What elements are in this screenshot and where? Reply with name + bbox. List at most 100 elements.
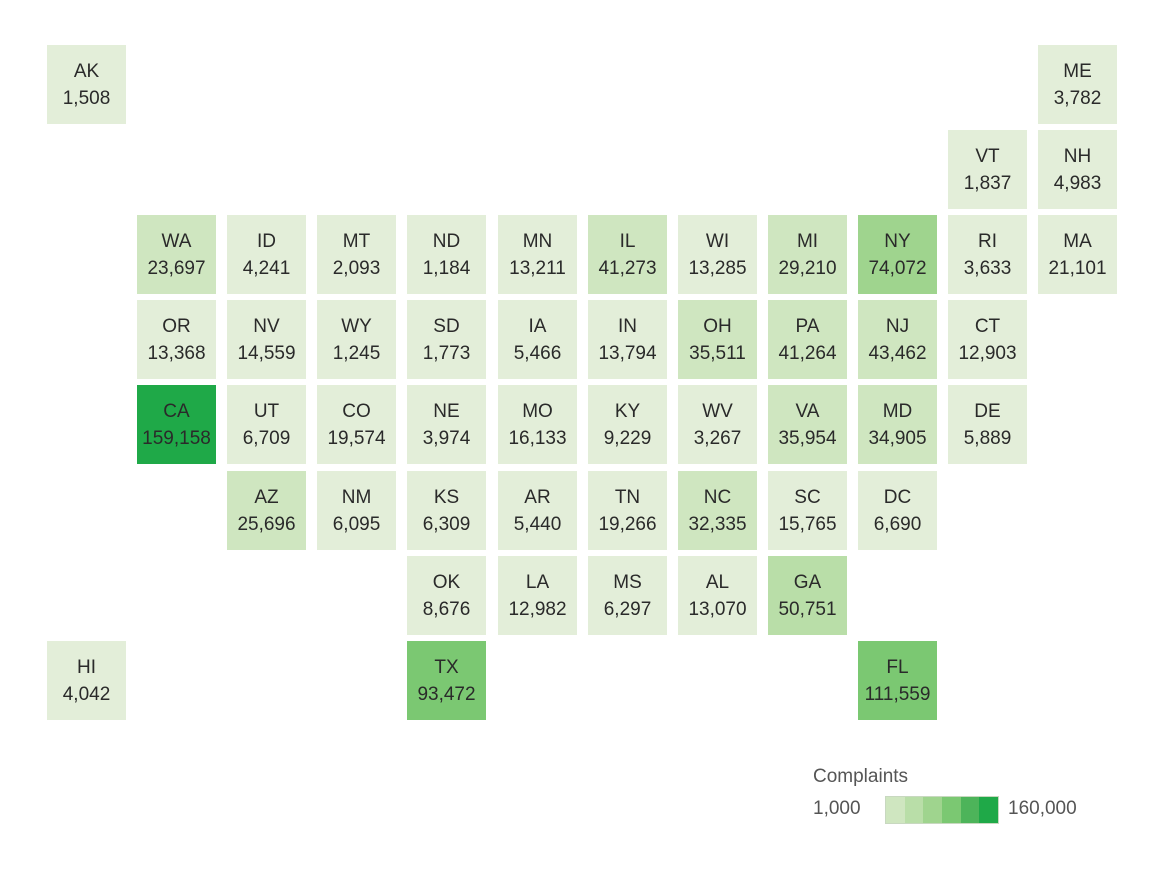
state-tile-nm: NM 6,095 [317,471,396,550]
state-complaints-value: 159,158 [142,427,211,449]
legend-swatch-1 [886,797,905,823]
state-complaints-value: 50,751 [778,598,837,620]
state-abbr: VT [975,145,1000,167]
state-tile-al: AL 13,070 [678,556,757,635]
state-abbr: AK [73,60,100,82]
state-abbr: MD [882,400,913,422]
state-abbr: HI [77,656,96,678]
state-abbr: MN [522,230,553,252]
state-tile-ok: OK 8,676 [407,556,486,635]
legend-max-label: 160,000 [1008,798,1077,819]
state-complaints-value: 41,264 [778,342,837,364]
state-tile-ia: IA 5,466 [498,300,577,379]
state-complaints-value: 111,559 [864,683,931,705]
state-abbr: OR [162,315,191,337]
state-tile-nh: NH 4,983 [1038,130,1117,209]
legend-swatch-6 [979,797,999,823]
state-abbr: SD [433,315,460,337]
state-abbr: NC [703,486,732,508]
state-complaints-value: 74,072 [868,257,927,279]
state-tile-sd: SD 1,773 [407,300,486,379]
state-abbr: WV [702,400,733,422]
state-abbr: WA [161,230,192,252]
state-tile-mt: MT 2,093 [317,215,396,294]
state-tile-mn: MN 13,211 [498,215,577,294]
state-tile-wv: WV 3,267 [678,385,757,464]
state-abbr: KS [433,486,460,508]
state-tile-tn: TN 19,266 [588,471,667,550]
state-abbr: IA [528,315,547,337]
state-tile-wy: WY 1,245 [317,300,396,379]
state-abbr: DE [974,400,1001,422]
state-tile-ma: MA 21,101 [1038,215,1117,294]
state-complaints-value: 4,241 [242,257,291,279]
state-tile-mo: MO 16,133 [498,385,577,464]
state-abbr: VA [795,400,820,422]
state-complaints-value: 6,309 [422,513,471,535]
state-tile-ak: AK 1,508 [47,45,126,124]
legend-title: Complaints [813,766,909,787]
state-abbr: TX [434,656,459,678]
state-abbr: SC [794,486,821,508]
state-complaints-value: 16,133 [508,427,567,449]
state-tile-la: LA 12,982 [498,556,577,635]
state-tile-tx: TX 93,472 [407,641,486,720]
state-abbr: NH [1063,145,1092,167]
state-abbr: NJ [885,315,910,337]
state-tile-ks: KS 6,309 [407,471,486,550]
state-complaints-value: 35,954 [778,427,837,449]
state-tile-ca: CA 159,158 [137,385,216,464]
state-abbr: MS [613,571,642,593]
state-abbr: LA [525,571,550,593]
state-tile-md: MD 34,905 [858,385,937,464]
state-complaints-value: 19,266 [598,513,657,535]
state-tile-ne: NE 3,974 [407,385,486,464]
state-complaints-value: 25,696 [237,513,296,535]
state-abbr: MA [1063,230,1092,252]
state-tile-va: VA 35,954 [768,385,847,464]
legend-min-label: 1,000 [813,798,861,819]
state-complaints-value: 3,782 [1053,87,1102,109]
state-complaints-value: 1,837 [963,172,1012,194]
state-complaints-value: 14,559 [237,342,296,364]
state-tile-ms: MS 6,297 [588,556,667,635]
state-complaints-value: 3,633 [963,257,1012,279]
state-abbr: PA [795,315,820,337]
state-tile-il: IL 41,273 [588,215,667,294]
state-complaints-value: 5,466 [513,342,562,364]
state-tile-de: DE 5,889 [948,385,1027,464]
state-complaints-value: 19,574 [327,427,386,449]
state-complaints-value: 13,368 [147,342,206,364]
state-complaints-value: 43,462 [868,342,927,364]
state-abbr: KY [614,400,641,422]
state-tile-ct: CT 12,903 [948,300,1027,379]
state-complaints-value: 8,676 [422,598,471,620]
state-tile-fl: FL 111,559 [858,641,937,720]
state-abbr: OK [432,571,461,593]
legend-swatch-2 [904,797,924,823]
state-tile-in: IN 13,794 [588,300,667,379]
state-complaints-value: 13,285 [688,257,747,279]
state-complaints-value: 34,905 [868,427,927,449]
state-abbr: WY [341,315,372,337]
state-complaints-value: 12,903 [958,342,1017,364]
state-tile-mi: MI 29,210 [768,215,847,294]
state-tile-pa: PA 41,264 [768,300,847,379]
state-complaints-value: 6,095 [332,513,381,535]
state-complaints-value: 6,297 [603,598,652,620]
state-abbr: MO [522,400,553,422]
state-abbr: OH [703,315,732,337]
state-complaints-value: 3,267 [693,427,742,449]
state-complaints-value: 1,245 [332,342,381,364]
state-abbr: UT [253,400,280,422]
state-abbr: ME [1063,60,1092,82]
state-tile-ut: UT 6,709 [227,385,306,464]
state-complaints-value: 13,794 [598,342,657,364]
state-tile-ga: GA 50,751 [768,556,847,635]
legend-swatch-5 [960,797,980,823]
state-complaints-value: 12,982 [508,598,567,620]
state-abbr: AL [705,571,730,593]
state-tile-hi: HI 4,042 [47,641,126,720]
state-tile-dc: DC 6,690 [858,471,937,550]
